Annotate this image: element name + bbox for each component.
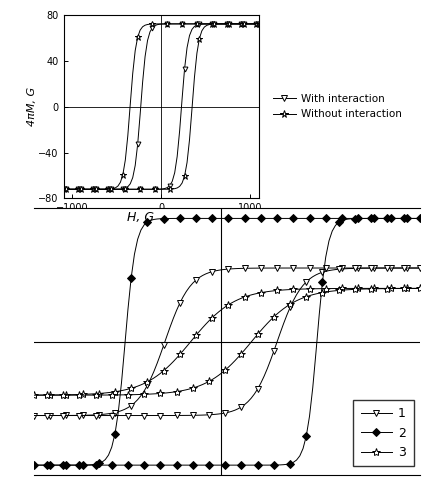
Text: H, G: H, G xyxy=(127,211,154,224)
Legend: With interaction, Without interaction: With interaction, Without interaction xyxy=(270,91,405,122)
Y-axis label: 4πM, G: 4πM, G xyxy=(27,87,37,126)
Legend: 1, 2, 3: 1, 2, 3 xyxy=(353,400,413,466)
